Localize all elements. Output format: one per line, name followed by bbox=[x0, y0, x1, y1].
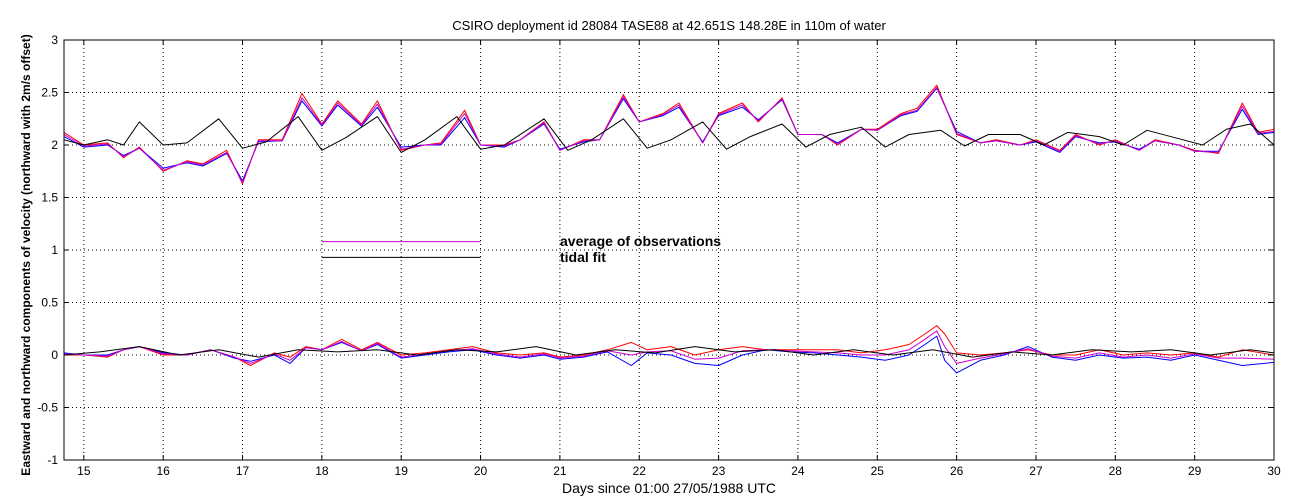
x-tick-label: 22 bbox=[633, 464, 647, 478]
series-line-north-3 bbox=[63, 116, 1275, 153]
y-axis-ticks: -1 -0.5 0 0.5 1 1.5 2 2.5 3 bbox=[37, 33, 1274, 467]
y-tick-label: 1.5 bbox=[41, 191, 58, 205]
y-axis-label: Eastward and northward components of vel… bbox=[19, 34, 33, 475]
x-axis-ticks: 15 16 17 18 19 20 21 22 23 24 25 26 27 28 29 30 bbox=[77, 40, 1281, 478]
legend-label-1: tidal fit bbox=[560, 249, 606, 265]
legend-label-0: average of observations bbox=[560, 233, 721, 249]
x-tick-label: 27 bbox=[1029, 464, 1043, 478]
y-tick-label: 2 bbox=[51, 138, 58, 152]
series-line-east-7 bbox=[63, 346, 1275, 358]
x-tick-label: 23 bbox=[712, 464, 726, 478]
y-tick-label: -0.5 bbox=[37, 401, 58, 415]
y-tick-label: 1 bbox=[51, 243, 58, 257]
x-tick-label: 15 bbox=[77, 464, 91, 478]
x-tick-label: 16 bbox=[157, 464, 171, 478]
y-tick-label: -1 bbox=[47, 453, 58, 467]
y-tick-label: 0 bbox=[51, 348, 58, 362]
x-tick-label: 24 bbox=[791, 464, 805, 478]
x-tick-label: 29 bbox=[1188, 464, 1202, 478]
series-line-east-4 bbox=[64, 325, 1275, 366]
x-tick-label: 19 bbox=[395, 464, 409, 478]
x-tick-label: 30 bbox=[1267, 464, 1281, 478]
x-tick-label: 20 bbox=[474, 464, 488, 478]
series-group bbox=[63, 84, 1275, 374]
x-tick-label: 17 bbox=[236, 464, 250, 478]
x-tick-label: 25 bbox=[871, 464, 885, 478]
y-tick-label: 0.5 bbox=[41, 296, 58, 310]
x-tick-label: 28 bbox=[1109, 464, 1123, 478]
x-tick-label: 26 bbox=[950, 464, 964, 478]
y-tick-label: 2.5 bbox=[41, 86, 58, 100]
series-line-north-0 bbox=[63, 84, 1275, 185]
x-tick-label: 21 bbox=[553, 464, 567, 478]
series-line-north-1 bbox=[63, 87, 1275, 182]
series-line-north-2 bbox=[63, 86, 1275, 184]
x-tick-label: 18 bbox=[315, 464, 329, 478]
chart-title: CSIRO deployment id 28084 TASE88 at 42.6… bbox=[452, 18, 886, 33]
y-tick-label: 3 bbox=[51, 33, 58, 47]
grid-lines bbox=[64, 39, 1275, 461]
x-axis-label: Days since 01:00 27/05/1988 UTC bbox=[562, 480, 776, 496]
